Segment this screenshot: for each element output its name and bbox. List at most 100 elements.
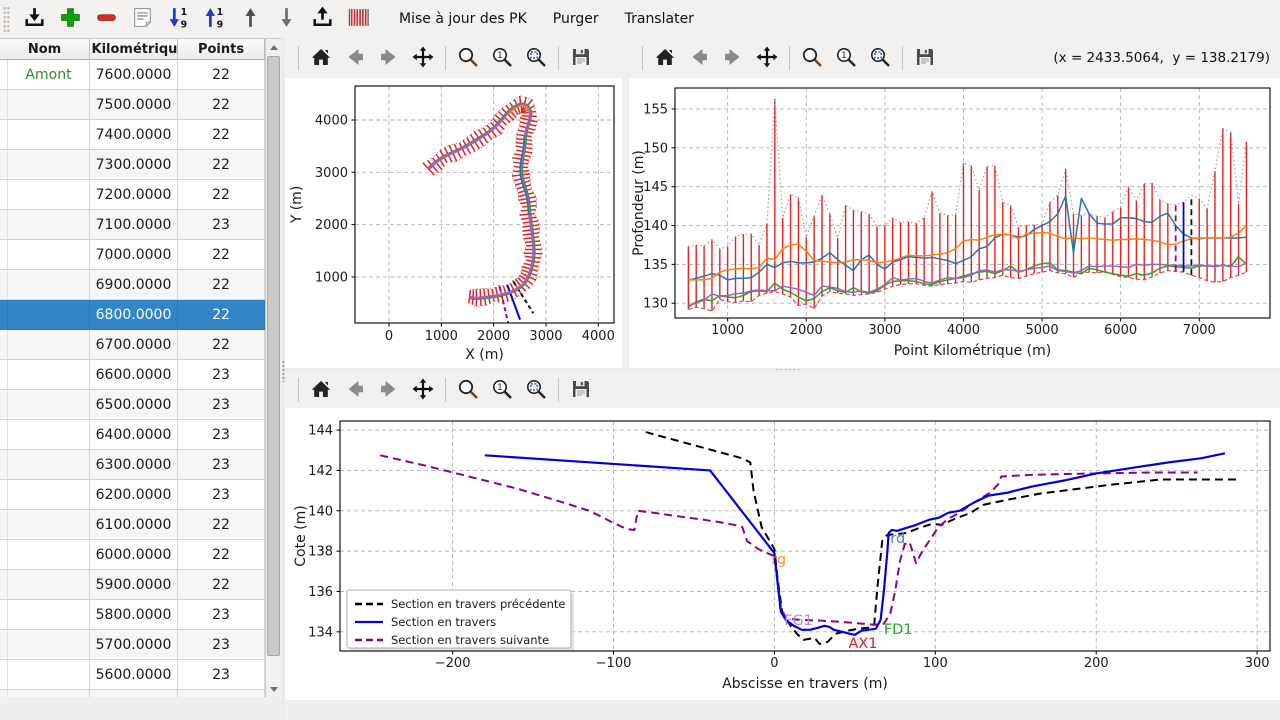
toolbar-separator <box>902 46 903 70</box>
table-row[interactable]: 6700.0000 22 <box>0 330 281 360</box>
back-button[interactable] <box>684 43 714 73</box>
column-header-points[interactable]: Points <box>178 39 265 60</box>
table-row[interactable]: 6600.0000 23 <box>0 360 281 390</box>
pan-button[interactable] <box>408 375 438 405</box>
menu-mise-a-jour-des-pk[interactable]: Mise à jour des PK <box>399 11 527 27</box>
export-button[interactable] <box>306 4 338 34</box>
back-button[interactable] <box>340 43 370 73</box>
zoom-fit-button[interactable] <box>865 43 895 73</box>
row-indicator <box>0 60 8 90</box>
column-header-nom[interactable]: Nom <box>0 39 90 60</box>
scrollbar-up-button[interactable] <box>266 39 281 55</box>
table-row[interactable]: 6400.0000 23 <box>0 420 281 450</box>
svg-text:7000: 7000 <box>1183 323 1216 338</box>
table-row[interactable]: 5900.0000 22 <box>0 570 281 600</box>
table-row[interactable]: 5700.0000 23 <box>0 630 281 660</box>
back-button[interactable] <box>340 375 370 405</box>
add-section-button[interactable] <box>54 4 86 34</box>
import-button[interactable] <box>18 4 50 34</box>
forward-button[interactable] <box>374 375 404 405</box>
cell-pk: 5900.0000 <box>90 570 178 600</box>
svg-text:1: 1 <box>841 51 846 61</box>
zoom-fit-icon <box>868 45 892 72</box>
svg-text:rg: rg <box>771 552 786 568</box>
cursor-coordinates: (x = 2433.5064, y = 138.2179) <box>1053 50 1270 66</box>
splitter-grip-icon <box>282 360 285 382</box>
scrollbar-down-button[interactable] <box>266 681 281 697</box>
table-row[interactable]: 5800.0000 23 <box>0 600 281 630</box>
table-row[interactable]: 6100.0000 22 <box>0 510 281 540</box>
table-scrollbar[interactable] <box>265 39 281 697</box>
table-row[interactable]: 5600.0000 23 <box>0 660 281 690</box>
cell-pk: 7100.0000 <box>90 210 178 240</box>
svg-text:142: 142 <box>308 464 333 479</box>
table-row[interactable]: 6800.0000 22 <box>0 300 281 330</box>
zoom-one-button[interactable]: 1 <box>831 43 861 73</box>
edit-note-button[interactable] <box>126 4 158 34</box>
profile-plot-canvas[interactable]: 1000 2000 3000 4000 5000 6000 7000 130 135 140 145… <box>629 78 1280 368</box>
zoom-button[interactable] <box>797 43 827 73</box>
cell-nom <box>8 210 90 240</box>
table-row[interactable]: 7300.0000 22 <box>0 150 281 180</box>
table-row[interactable] <box>0 690 281 697</box>
cell-pk <box>90 690 178 697</box>
toolbar-separator <box>558 46 559 70</box>
table-row[interactable]: 7500.0000 22 <box>0 90 281 120</box>
svg-text:9: 9 <box>216 19 223 30</box>
toolbar-grip[interactable] <box>3 6 10 32</box>
zoom-one-button[interactable]: 1 <box>487 375 517 405</box>
home-button[interactable] <box>306 375 336 405</box>
column-header-pk[interactable]: t Kilométrique <box>90 39 178 60</box>
table-row[interactable]: 7400.0000 22 <box>0 120 281 150</box>
menu-purger[interactable]: Purger <box>552 11 599 27</box>
table-row[interactable]: 7000.0000 22 <box>0 240 281 270</box>
zoom-fit-button[interactable] <box>521 43 551 73</box>
svg-text:FD1: FD1 <box>884 622 913 638</box>
forward-button[interactable] <box>718 43 748 73</box>
svg-text:1000: 1000 <box>425 329 458 344</box>
table-row[interactable]: 6000.0000 22 <box>0 540 281 570</box>
pan-icon <box>411 377 435 404</box>
home-button[interactable] <box>650 43 680 73</box>
scrollbar-thumb[interactable] <box>267 56 280 656</box>
table-row[interactable]: 6200.0000 23 <box>0 480 281 510</box>
forward-button[interactable] <box>374 43 404 73</box>
table-row[interactable]: 7100.0000 23 <box>0 210 281 240</box>
move-down-button[interactable] <box>270 4 302 34</box>
zoom-one-button[interactable]: 1 <box>487 43 517 73</box>
pan-button[interactable] <box>408 43 438 73</box>
save-button[interactable] <box>566 375 596 405</box>
sections-button[interactable] <box>342 4 374 34</box>
svg-text:155: 155 <box>643 102 668 117</box>
zoom-button[interactable] <box>453 375 483 405</box>
cell-points: 22 <box>178 150 265 180</box>
map-plot-canvas[interactable]: 0 1000 2000 3000 4000 1000 2000 3000 4000 X (m) Y … <box>285 78 622 368</box>
table-row[interactable]: Amont 7600.0000 22 <box>0 60 281 90</box>
remove-section-button[interactable] <box>90 4 122 34</box>
save-button[interactable] <box>910 43 940 73</box>
cell-pk: 7000.0000 <box>90 240 178 270</box>
pan-button[interactable] <box>752 43 782 73</box>
cell-pk: 6900.0000 <box>90 270 178 300</box>
row-indicator <box>0 270 8 300</box>
svg-text:Section en travers précédente: Section en travers précédente <box>391 597 565 611</box>
table-row[interactable]: 6500.0000 23 <box>0 390 281 420</box>
home-button[interactable] <box>306 43 336 73</box>
vertical-splitter[interactable] <box>281 38 285 720</box>
save-button[interactable] <box>566 43 596 73</box>
table-row[interactable]: 6300.0000 23 <box>0 450 281 480</box>
move-up-button[interactable] <box>234 4 266 34</box>
table-row[interactable]: 7200.0000 22 <box>0 180 281 210</box>
zoom-fit-button[interactable] <box>521 375 551 405</box>
table-row[interactable]: 6900.0000 22 <box>0 270 281 300</box>
cell-pk: 5800.0000 <box>90 600 178 630</box>
cell-pk: 7600.0000 <box>90 60 178 90</box>
horizontal-splitter[interactable] <box>285 368 1280 372</box>
cross-section-plot-canvas[interactable]: rg FG1 AX1 FD1 rd Section en travers précéden… <box>285 408 1280 700</box>
menu-translater[interactable]: Translater <box>624 11 694 27</box>
zoom-button[interactable] <box>453 43 483 73</box>
